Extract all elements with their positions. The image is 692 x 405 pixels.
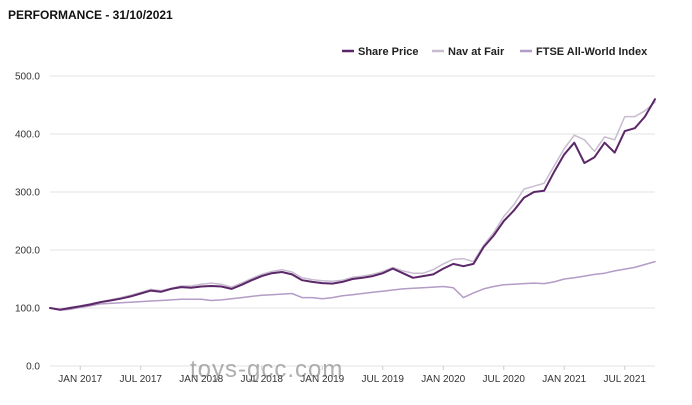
x-tick-label: JUL 2021 bbox=[604, 374, 647, 385]
legend-label-ftse-all-world-index: FTSE All-World Index bbox=[536, 46, 648, 58]
y-tick-label: 0.0 bbox=[26, 362, 40, 373]
series-line-share-price bbox=[49, 98, 656, 311]
x-tick-label: JUL 2018 bbox=[241, 374, 284, 385]
x-tick-label: JAN 2021 bbox=[542, 374, 586, 385]
y-tick-label: 500.0 bbox=[15, 72, 40, 83]
y-tick-label: 300.0 bbox=[15, 188, 40, 199]
x-tick-label: JUL 2017 bbox=[120, 374, 163, 385]
y-tick-label: 100.0 bbox=[15, 304, 40, 315]
y-tick-label: 400.0 bbox=[15, 130, 40, 141]
x-tick-label: JAN 2019 bbox=[300, 374, 344, 385]
x-tick-label: JAN 2017 bbox=[58, 374, 102, 385]
x-tick-label: JAN 2020 bbox=[421, 374, 465, 385]
legend-label-nav-at-fair: Nav at Fair bbox=[448, 46, 505, 58]
legend-label-share-price: Share Price bbox=[358, 46, 419, 58]
y-tick-label: 200.0 bbox=[15, 246, 40, 257]
x-tick-label: JAN 2018 bbox=[179, 374, 223, 385]
series-line-ftse-all-world-index bbox=[49, 260, 656, 312]
series-line-nav-at-fair bbox=[49, 101, 656, 310]
x-tick-label: JUL 2020 bbox=[483, 374, 526, 385]
watermark-text: toys-gcc.com bbox=[190, 356, 344, 383]
x-tick-label: JUL 2019 bbox=[362, 374, 405, 385]
chart-title: PERFORMANCE - 31/10/2021 bbox=[8, 8, 173, 22]
